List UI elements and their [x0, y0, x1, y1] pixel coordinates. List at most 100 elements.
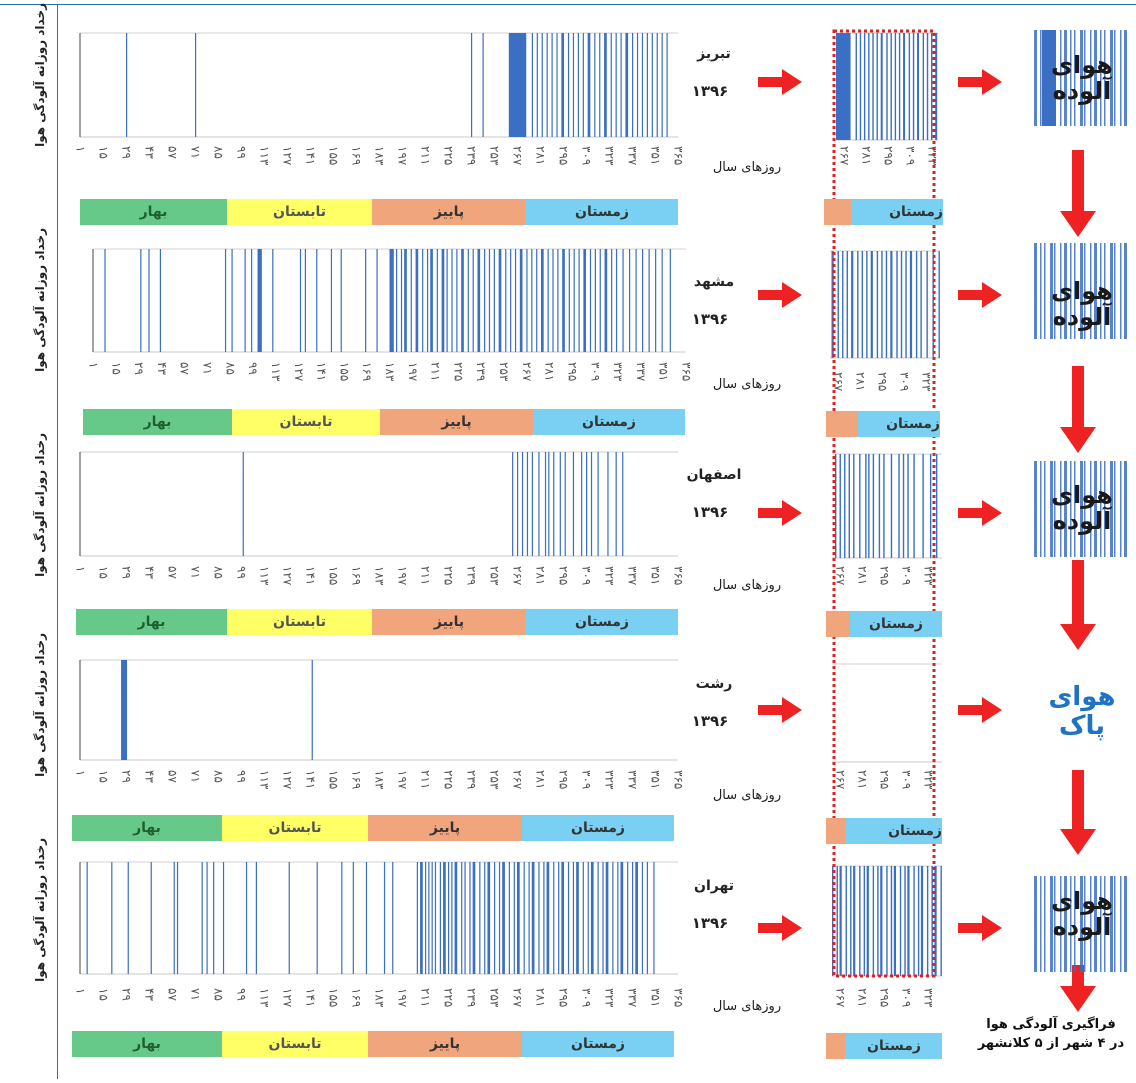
- pollution-bar: [669, 249, 671, 352]
- x-axis-title: روزهای سال: [712, 578, 782, 593]
- x-tick-label: ۲۵۳: [488, 988, 502, 1008]
- pollution-bar: [140, 249, 142, 352]
- status-stripe: [1034, 461, 1037, 557]
- x-tick-label: ۱۴۱: [304, 770, 318, 789]
- x-tick-label: ۲۲۵: [442, 566, 456, 585]
- x-tick-label: ۱۵: [97, 146, 111, 159]
- pollution-bar: [617, 862, 619, 974]
- x-tick-label: ۷۱: [189, 988, 203, 1001]
- x-tick-label: ۲۶۷: [520, 362, 534, 382]
- pollution-bar: [632, 862, 634, 974]
- arrow-right-icon: [958, 69, 1002, 95]
- pollution-bar: [635, 249, 637, 352]
- pollution-bar: [605, 862, 609, 974]
- zoom-tick-label: ۳۰۹: [900, 988, 914, 1007]
- air-status-line-2: پاک: [1058, 711, 1106, 741]
- pollution-bar: [615, 33, 617, 137]
- pollution-bar: [434, 862, 437, 974]
- x-tick-label: ۷۱: [189, 770, 203, 783]
- x-tick-label: ۳۵۱: [649, 770, 663, 789]
- x-tick-label: ۵۷: [166, 566, 180, 579]
- pollution-bar: [510, 249, 512, 352]
- x-tick-label: ۲۹: [120, 566, 134, 579]
- pollution-bar: [482, 33, 484, 137]
- year-label: ۱۳۹۶: [691, 310, 729, 328]
- x-tick-label: ۱۸۳: [373, 146, 387, 166]
- pollution-bar: [578, 249, 580, 352]
- pollution-bar: [582, 862, 584, 974]
- zoom-pollution-bar: [868, 33, 870, 140]
- status-stripe: [1100, 461, 1102, 557]
- pollution-bar: [201, 862, 203, 974]
- pollution-bar: [479, 862, 481, 974]
- air-status-badge: هوای آلوده: [1032, 460, 1132, 556]
- x-tick-label: ۱۲۷: [281, 146, 295, 166]
- x-tick-label: ۳۶۵: [672, 770, 686, 789]
- status-stripe: [1034, 30, 1037, 126]
- pollution-bar: [392, 862, 394, 974]
- pollution-bar: [572, 862, 575, 974]
- zoom-highlight-frame: [832, 29, 936, 978]
- x-tick-label: ۳۳۷: [626, 770, 640, 790]
- pollution-bar: [620, 33, 622, 137]
- x-tick-label: ۹۹: [235, 770, 249, 783]
- pollution-bar: [272, 249, 274, 352]
- x-tick-label: ۲۱۱: [419, 770, 433, 789]
- status-stripe: [1090, 30, 1092, 126]
- status-stripe: [1044, 243, 1046, 339]
- pollution-bar: [420, 862, 423, 974]
- x-tick-label: ۴۳: [143, 770, 157, 783]
- pollution-bar: [615, 249, 618, 352]
- pollution-bar: [288, 862, 290, 974]
- pollution-bar: [472, 862, 476, 974]
- x-axis-title: روزهای سال: [712, 788, 782, 803]
- air-status-line-1: هوای: [1048, 682, 1116, 713]
- pollution-bar: [340, 249, 342, 352]
- status-stripe: [1054, 876, 1056, 972]
- zoom-pollution-bar: [870, 251, 873, 358]
- x-tick-label: ۱: [74, 988, 88, 994]
- pollution-bar: [546, 862, 550, 974]
- x-tick-label: ۲۳۹: [465, 988, 479, 1007]
- zoom-pollution-bar: [880, 33, 883, 140]
- pollution-bar: [666, 33, 668, 137]
- zoom-pollution-bar: [922, 33, 925, 140]
- pollution-bar: [176, 862, 179, 974]
- pollution-bar: [493, 249, 495, 352]
- x-tick-label: ۹۹: [235, 988, 249, 1001]
- pollution-bar: [472, 249, 474, 352]
- x-tick-label: ۳۳۷: [626, 566, 640, 586]
- zoom-pollution-bar: [859, 866, 861, 976]
- pollution-bar: [389, 249, 394, 352]
- zoom-pollution-bar: [881, 251, 883, 358]
- pollution-bar: [586, 452, 588, 556]
- pollution-bar: [383, 862, 386, 974]
- zoom-pollution-bar: [890, 454, 893, 558]
- zoom-pollution-bar: [845, 866, 847, 976]
- status-stripe: [1074, 876, 1076, 972]
- status-stripe: [1090, 243, 1092, 339]
- zoom-pollution-bar: [926, 866, 929, 976]
- arrow-down-icon: [1060, 770, 1096, 855]
- zoom-pollution-bar: [904, 866, 906, 976]
- air-status-line-1: هوای: [1051, 886, 1113, 915]
- x-axis-title: روزهای سال: [712, 999, 782, 1014]
- zoom-pollution-bar: [868, 454, 870, 558]
- x-tick-label: ۲۹۵: [557, 146, 571, 165]
- pollution-bar: [552, 249, 554, 352]
- pollution-bar: [531, 452, 533, 556]
- x-tick-label: ۲۲۵: [442, 146, 456, 165]
- pollution-bar: [400, 249, 403, 352]
- pollution-bar: [461, 249, 464, 352]
- zoom-pollution-bar: [900, 251, 903, 358]
- arrow-right-icon: [758, 69, 802, 95]
- status-stripe: [1064, 30, 1067, 126]
- zoom-season-winter: زمستان: [846, 1033, 942, 1059]
- zoom-pollution-bar: [890, 33, 892, 140]
- pollution-bar: [514, 249, 517, 352]
- pollution-bar: [602, 862, 604, 974]
- pollution-bar: [615, 452, 617, 556]
- season-winter: زمستان: [533, 409, 685, 435]
- status-stripe: [1064, 243, 1067, 339]
- status-stripe: [1040, 461, 1042, 557]
